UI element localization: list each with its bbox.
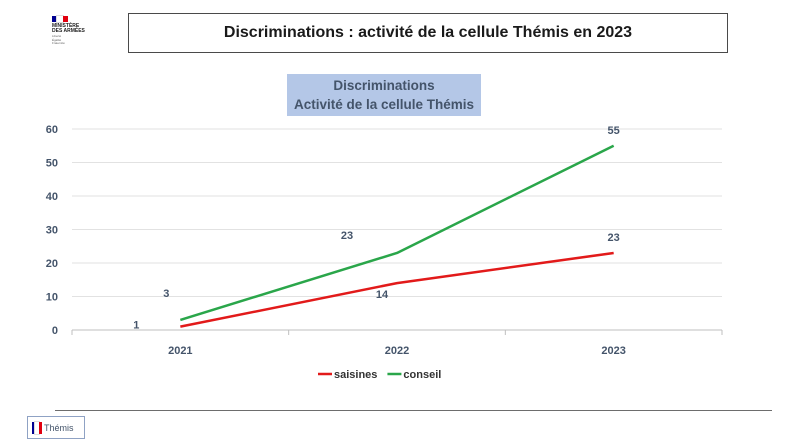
flag-blue: [52, 16, 58, 22]
data-label: 1: [133, 320, 139, 332]
themis-logo: Thémis: [27, 416, 85, 439]
data-label: 23: [341, 230, 353, 242]
y-tick-label: 20: [46, 258, 58, 270]
y-tick-label: 30: [46, 225, 58, 237]
chart-title: Discriminations Activité de la cellule Th…: [287, 74, 481, 116]
footer-divider: [55, 410, 772, 411]
x-tick-label: 2021: [168, 345, 192, 357]
mark-red: [38, 421, 42, 434]
y-tick-label: 40: [46, 191, 58, 203]
mark-white: [34, 420, 40, 435]
data-label: 55: [608, 125, 620, 137]
ministry-name: MINISTÈRE DES ARMÉES: [52, 23, 85, 34]
y-tick-label: 60: [46, 124, 58, 136]
slide-title: Discriminations : activité de la cellule…: [128, 13, 728, 53]
themis-mark-icon: [32, 420, 42, 435]
ministry-logo: MINISTÈRE DES ARMÉES Liberté Égalité Fra…: [52, 15, 104, 56]
series-line-conseil: [179, 144, 615, 322]
data-label: 23: [608, 232, 620, 244]
y-tick-label: 10: [46, 292, 58, 304]
french-flag-icon: [52, 15, 68, 23]
legend-label-conseil: conseil: [403, 369, 441, 381]
ministry-motto: Liberté Égalité Fraternité: [52, 34, 65, 45]
legend-label-saisines: saisines: [334, 369, 377, 381]
chart-title-line: Discriminations: [333, 78, 435, 93]
y-tick-label: 0: [52, 325, 58, 337]
x-tick-label: 2023: [601, 345, 625, 357]
data-label: 14: [376, 289, 389, 301]
flag-white: [56, 15, 64, 23]
themis-logo-text: Thémis: [44, 422, 74, 433]
chart-title-line: Activité de la cellule Thémis: [293, 97, 475, 112]
data-label: 3: [163, 288, 169, 300]
x-tick-label: 2022: [385, 345, 409, 357]
series-line-saisines: [180, 251, 614, 328]
y-tick-label: 50: [46, 158, 58, 170]
mark-blue: [32, 421, 36, 434]
flag-red: [62, 16, 68, 22]
